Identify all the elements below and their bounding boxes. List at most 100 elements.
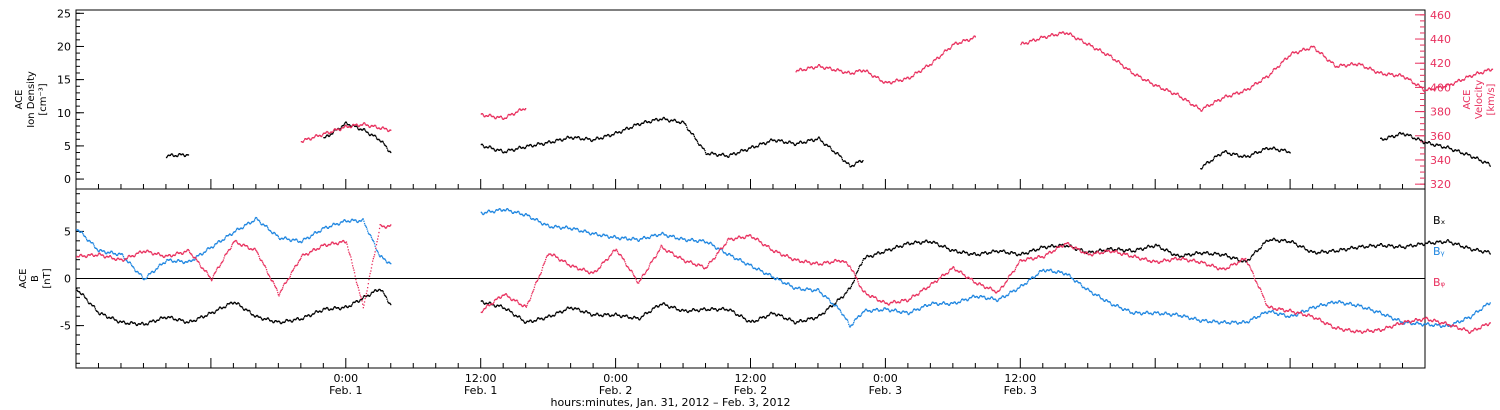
data-point (611, 314, 613, 316)
data-point (303, 317, 305, 319)
data-point (1421, 88, 1424, 90)
data-point (1232, 93, 1234, 96)
data-point (512, 314, 514, 316)
data-point (771, 138, 773, 141)
data-point (116, 320, 118, 323)
data-point (1115, 60, 1117, 62)
data-point (677, 121, 679, 123)
data-point (850, 287, 852, 289)
data-point (1411, 245, 1413, 247)
data-point (1173, 92, 1176, 95)
data-point (1186, 254, 1188, 256)
data-point (778, 314, 780, 316)
data-point (214, 312, 216, 314)
data-point (1331, 61, 1334, 63)
data-point (1368, 245, 1370, 247)
data-point (882, 252, 885, 254)
data-point (1286, 58, 1288, 60)
data-point (824, 68, 826, 70)
data-point (745, 320, 747, 322)
data-point (829, 67, 832, 69)
data-point (310, 139, 312, 141)
data-point (834, 303, 837, 305)
data-point (632, 317, 634, 319)
data-point (1015, 253, 1017, 255)
data-point (646, 312, 649, 315)
data-point (746, 150, 748, 152)
data-point (795, 143, 797, 146)
data-point (1290, 241, 1292, 243)
data-point (1185, 98, 1187, 100)
data-point (982, 252, 985, 254)
data-point (347, 124, 349, 126)
data-point (1263, 242, 1266, 244)
data-point (482, 114, 484, 116)
data-point (347, 126, 349, 128)
data-point (709, 308, 712, 311)
data-point (1315, 49, 1317, 51)
data-point (1114, 59, 1116, 61)
data-point (495, 150, 497, 152)
data-point (378, 138, 380, 141)
data-point (904, 243, 906, 245)
data-point (827, 308, 829, 310)
data-point (663, 302, 665, 304)
data-point (1273, 238, 1276, 240)
data-point (946, 49, 948, 51)
data-point (175, 319, 177, 321)
data-point (1110, 247, 1112, 249)
data-point (369, 294, 371, 297)
data-point (1334, 66, 1336, 68)
right-tick-label: 400 (1430, 81, 1451, 94)
data-point (1422, 89, 1424, 91)
data-point (184, 322, 186, 324)
data-point (686, 310, 688, 312)
data-point (821, 140, 823, 143)
data-point (1445, 85, 1447, 87)
data-point (525, 108, 527, 110)
data-point (1164, 249, 1166, 252)
data-point (726, 308, 728, 311)
data-point (495, 306, 497, 308)
data-point (297, 317, 299, 320)
data-point (160, 316, 163, 318)
data-point (1223, 254, 1226, 256)
data-point (923, 67, 925, 70)
data-point (1237, 93, 1239, 95)
data-point (554, 141, 556, 143)
data-point (1135, 248, 1138, 251)
data-point (901, 246, 903, 248)
data-point (764, 143, 766, 145)
data-point (343, 123, 346, 125)
data-point (955, 249, 957, 251)
data-point (741, 315, 744, 318)
data-point (1426, 242, 1428, 245)
data-point (1111, 57, 1113, 59)
data-point (653, 307, 655, 309)
data-point (326, 130, 328, 133)
data-point (949, 48, 951, 50)
data-point (368, 295, 371, 297)
data-point (1253, 253, 1255, 255)
data-point (1202, 108, 1204, 111)
data-point (766, 315, 768, 317)
data-point (986, 252, 988, 255)
data-point (1270, 148, 1272, 150)
data-point (1180, 96, 1183, 99)
data-point (388, 130, 390, 132)
data-point (164, 316, 166, 318)
data-point (974, 253, 976, 255)
data-point (1225, 253, 1227, 255)
data-point (601, 138, 604, 140)
data-point (340, 129, 342, 131)
data-point (850, 166, 852, 168)
data-point (495, 305, 497, 307)
data-point (643, 121, 645, 123)
data-point (829, 145, 831, 147)
data-point (757, 320, 759, 322)
data-point (1274, 239, 1276, 241)
data-point (1346, 65, 1348, 67)
data-point (841, 70, 843, 72)
data-point (939, 55, 941, 58)
data-point (1265, 75, 1267, 77)
